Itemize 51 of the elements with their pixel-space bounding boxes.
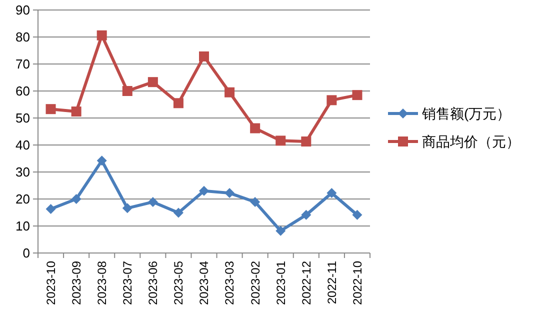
point <box>46 104 56 114</box>
point <box>326 95 337 106</box>
x-tick-label: 2023-07 <box>120 260 135 306</box>
y-tick-label: 10 <box>16 218 30 234</box>
x-tick-label: 2023-06 <box>146 260 160 306</box>
point <box>301 210 312 220</box>
x-tick-label: 2023-03 <box>222 260 237 306</box>
y-tick-label: 70 <box>16 56 30 72</box>
x-tick-label: 2023-01 <box>274 260 288 306</box>
point <box>199 51 209 62</box>
point <box>276 136 286 146</box>
y-tick-label: 30 <box>16 164 30 180</box>
point <box>148 196 158 207</box>
y-tick-label: 50 <box>16 110 30 126</box>
y-tick-label: 40 <box>16 138 30 153</box>
x-tick-label: 2023-09 <box>70 260 84 306</box>
point <box>122 203 132 214</box>
point <box>96 156 107 166</box>
y-tick-label: 60 <box>16 84 30 99</box>
point <box>250 196 260 207</box>
x-tick-label: 2023-04 <box>197 260 212 306</box>
point <box>71 106 82 117</box>
x-tick-label: 2023-02 <box>248 260 262 306</box>
y-tick-label: 90 <box>16 2 30 18</box>
point <box>173 208 184 218</box>
point <box>46 204 56 214</box>
point <box>352 210 362 220</box>
legend-label: 商品均价（元） <box>422 133 520 150</box>
point <box>301 136 312 146</box>
x-tick-label: 2023-08 <box>95 260 110 306</box>
x-tick-label: 2023-10 <box>44 260 58 306</box>
point <box>173 98 184 108</box>
y-tick-label: 20 <box>16 192 30 207</box>
point <box>71 194 82 204</box>
point <box>199 186 209 196</box>
point <box>122 86 132 96</box>
y-tick-label: 80 <box>16 30 30 45</box>
point <box>276 226 286 236</box>
point <box>96 30 107 40</box>
point <box>148 77 158 88</box>
x-tick-label: 2022-11 <box>324 260 339 304</box>
x-tick-label: 2023-05 <box>172 260 186 306</box>
point <box>352 90 362 100</box>
legend-label: 销售额(万元） <box>421 105 511 122</box>
point <box>224 87 235 98</box>
x-tick-label: 2022-10 <box>350 260 364 306</box>
x-tick-label: 2022-12 <box>299 260 314 306</box>
y-tick-label: 0 <box>22 246 30 261</box>
point <box>326 188 337 198</box>
point <box>224 188 235 198</box>
point <box>250 123 260 134</box>
